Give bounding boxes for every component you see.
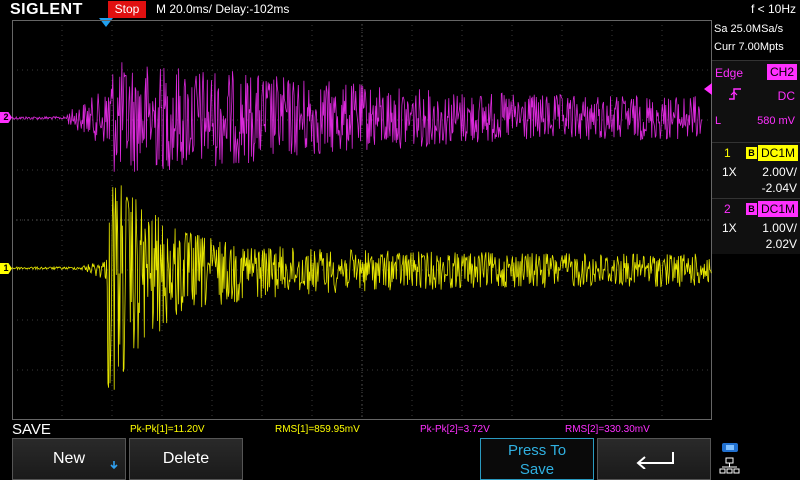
press-to-save-line-1: Press To [507, 442, 567, 459]
vertical-offset: 2.02V [765, 237, 797, 251]
trigger-settings-box[interactable]: Edge CH2 DC L 580 mV [712, 60, 800, 152]
channel-number: 1 [724, 146, 731, 160]
down-arrow-icon [109, 460, 119, 473]
right-info-panel: Sa 25.0MSa/s Curr 7.00Mpts Edge CH2 DC L… [712, 20, 800, 420]
trigger-type: Edge [715, 66, 744, 80]
trigger-level-marker[interactable] [704, 83, 712, 95]
channel-1-waveform [12, 185, 712, 390]
delete-button-label: Delete [162, 450, 210, 467]
brand-logo: SIGLENT [10, 1, 83, 18]
back-arrow-icon [633, 449, 677, 474]
channel-coupling: DC1M [758, 145, 799, 161]
measurement-ch1-rms: RMS[1]=859.95mV [275, 424, 360, 435]
delete-button[interactable]: Delete [129, 438, 243, 480]
sample-rate: Sa 25.0MSa/s [714, 23, 784, 35]
channel-2-waveform [12, 62, 702, 172]
channel-1-ground-marker[interactable]: 1 [0, 263, 12, 274]
channel-coupling: DC1M [758, 201, 799, 217]
press-to-save-button[interactable]: Press To Save [480, 438, 594, 480]
back-button[interactable] [597, 438, 711, 480]
measurement-bar: SAVE Pk-Pk[1]=11.20V RMS[1]=859.95mV Pk-… [0, 420, 800, 438]
status-icons [718, 438, 800, 480]
timebase-readout[interactable]: M 20.0ms/ Delay:-102ms [156, 2, 290, 16]
channel-number: 2 [724, 202, 731, 216]
channel-1-settings-box[interactable]: 1 B DC1M 1X 2.00V/ -2.04V [712, 142, 800, 198]
probe-attenuation: 1X [722, 221, 737, 235]
bandwidth-limit-icon: B [746, 147, 757, 159]
network-icon [719, 457, 740, 474]
measurement-ch2-rms: RMS[2]=330.30mV [565, 424, 650, 435]
softkey-menu: New Delete Press To Save [0, 438, 800, 480]
trigger-level-value: 580 mV [757, 115, 795, 127]
menu-title: SAVE [12, 421, 51, 438]
trigger-source: CH2 [766, 64, 797, 80]
trigger-coupling: DC [777, 89, 795, 103]
trigger-frequency-readout: f < 10Hz [750, 2, 796, 16]
run-stop-status[interactable]: Stop [108, 1, 146, 18]
channel-2-ground-marker[interactable]: 2 [0, 112, 12, 123]
vertical-offset: -2.04V [761, 181, 797, 195]
waveform-grid [12, 20, 712, 420]
memory-depth: Curr 7.00Mpts [714, 41, 784, 53]
waveform-display[interactable] [12, 20, 712, 420]
trigger-level-label: L [715, 115, 722, 127]
vertical-scale: 2.00V/ [762, 165, 797, 179]
top-status-bar: SIGLENT Stop M 20.0ms/ Delay:-102ms f < … [0, 0, 800, 20]
bandwidth-limit-icon: B [746, 203, 757, 215]
channel-2-settings-box[interactable]: 2 B DC1M 1X 1.00V/ 2.02V [712, 198, 800, 254]
vertical-scale: 1.00V/ [762, 221, 797, 235]
press-to-save-line-2: Save [519, 461, 555, 478]
rising-edge-icon [728, 87, 742, 104]
measurement-ch2-pkpk: Pk-Pk[2]=3.72V [420, 424, 490, 435]
new-button[interactable]: New [12, 438, 126, 480]
probe-attenuation: 1X [722, 165, 737, 179]
measurement-ch1-pkpk: Pk-Pk[1]=11.20V [130, 424, 205, 435]
usb-icon [722, 443, 738, 452]
new-button-label: New [52, 450, 85, 467]
trigger-position-icon[interactable] [99, 18, 113, 27]
